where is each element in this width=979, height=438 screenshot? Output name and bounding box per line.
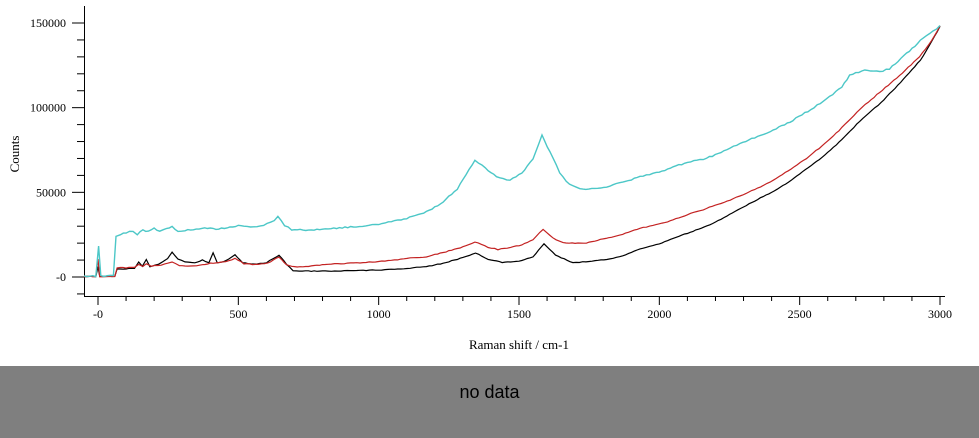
y-tick-label: 100000 bbox=[30, 101, 66, 115]
series-spectrum-cyan bbox=[83, 25, 941, 278]
x-tick-label: 2000 bbox=[647, 307, 671, 321]
series-spectrum-black bbox=[84, 26, 941, 278]
x-tick-label: 3000 bbox=[928, 307, 952, 321]
raman-spectra-chart: -0 500 1000 1500 2000 2500 3000 150000 100000 500… bbox=[7, 6, 952, 352]
y-tick-label: -0 bbox=[56, 270, 66, 284]
status-bar: no data bbox=[0, 366, 979, 438]
x-tick-label: 1000 bbox=[367, 307, 391, 321]
series-spectrum-red bbox=[83, 25, 941, 278]
status-message: no data bbox=[459, 382, 520, 402]
x-tick-label: -0 bbox=[93, 307, 103, 321]
chart-area: -0 500 1000 1500 2000 2500 3000 150000 100000 500… bbox=[7, 6, 952, 352]
x-tick-label: 2500 bbox=[788, 307, 812, 321]
y-tick-label: 50000 bbox=[36, 185, 66, 199]
y-axis-title: Counts bbox=[7, 136, 22, 173]
y-tick-label: 150000 bbox=[30, 16, 66, 30]
x-axis-title: Raman shift / cm-1 bbox=[469, 337, 569, 352]
x-tick-label: 500 bbox=[229, 307, 247, 321]
x-tick-label: 1500 bbox=[507, 307, 531, 321]
